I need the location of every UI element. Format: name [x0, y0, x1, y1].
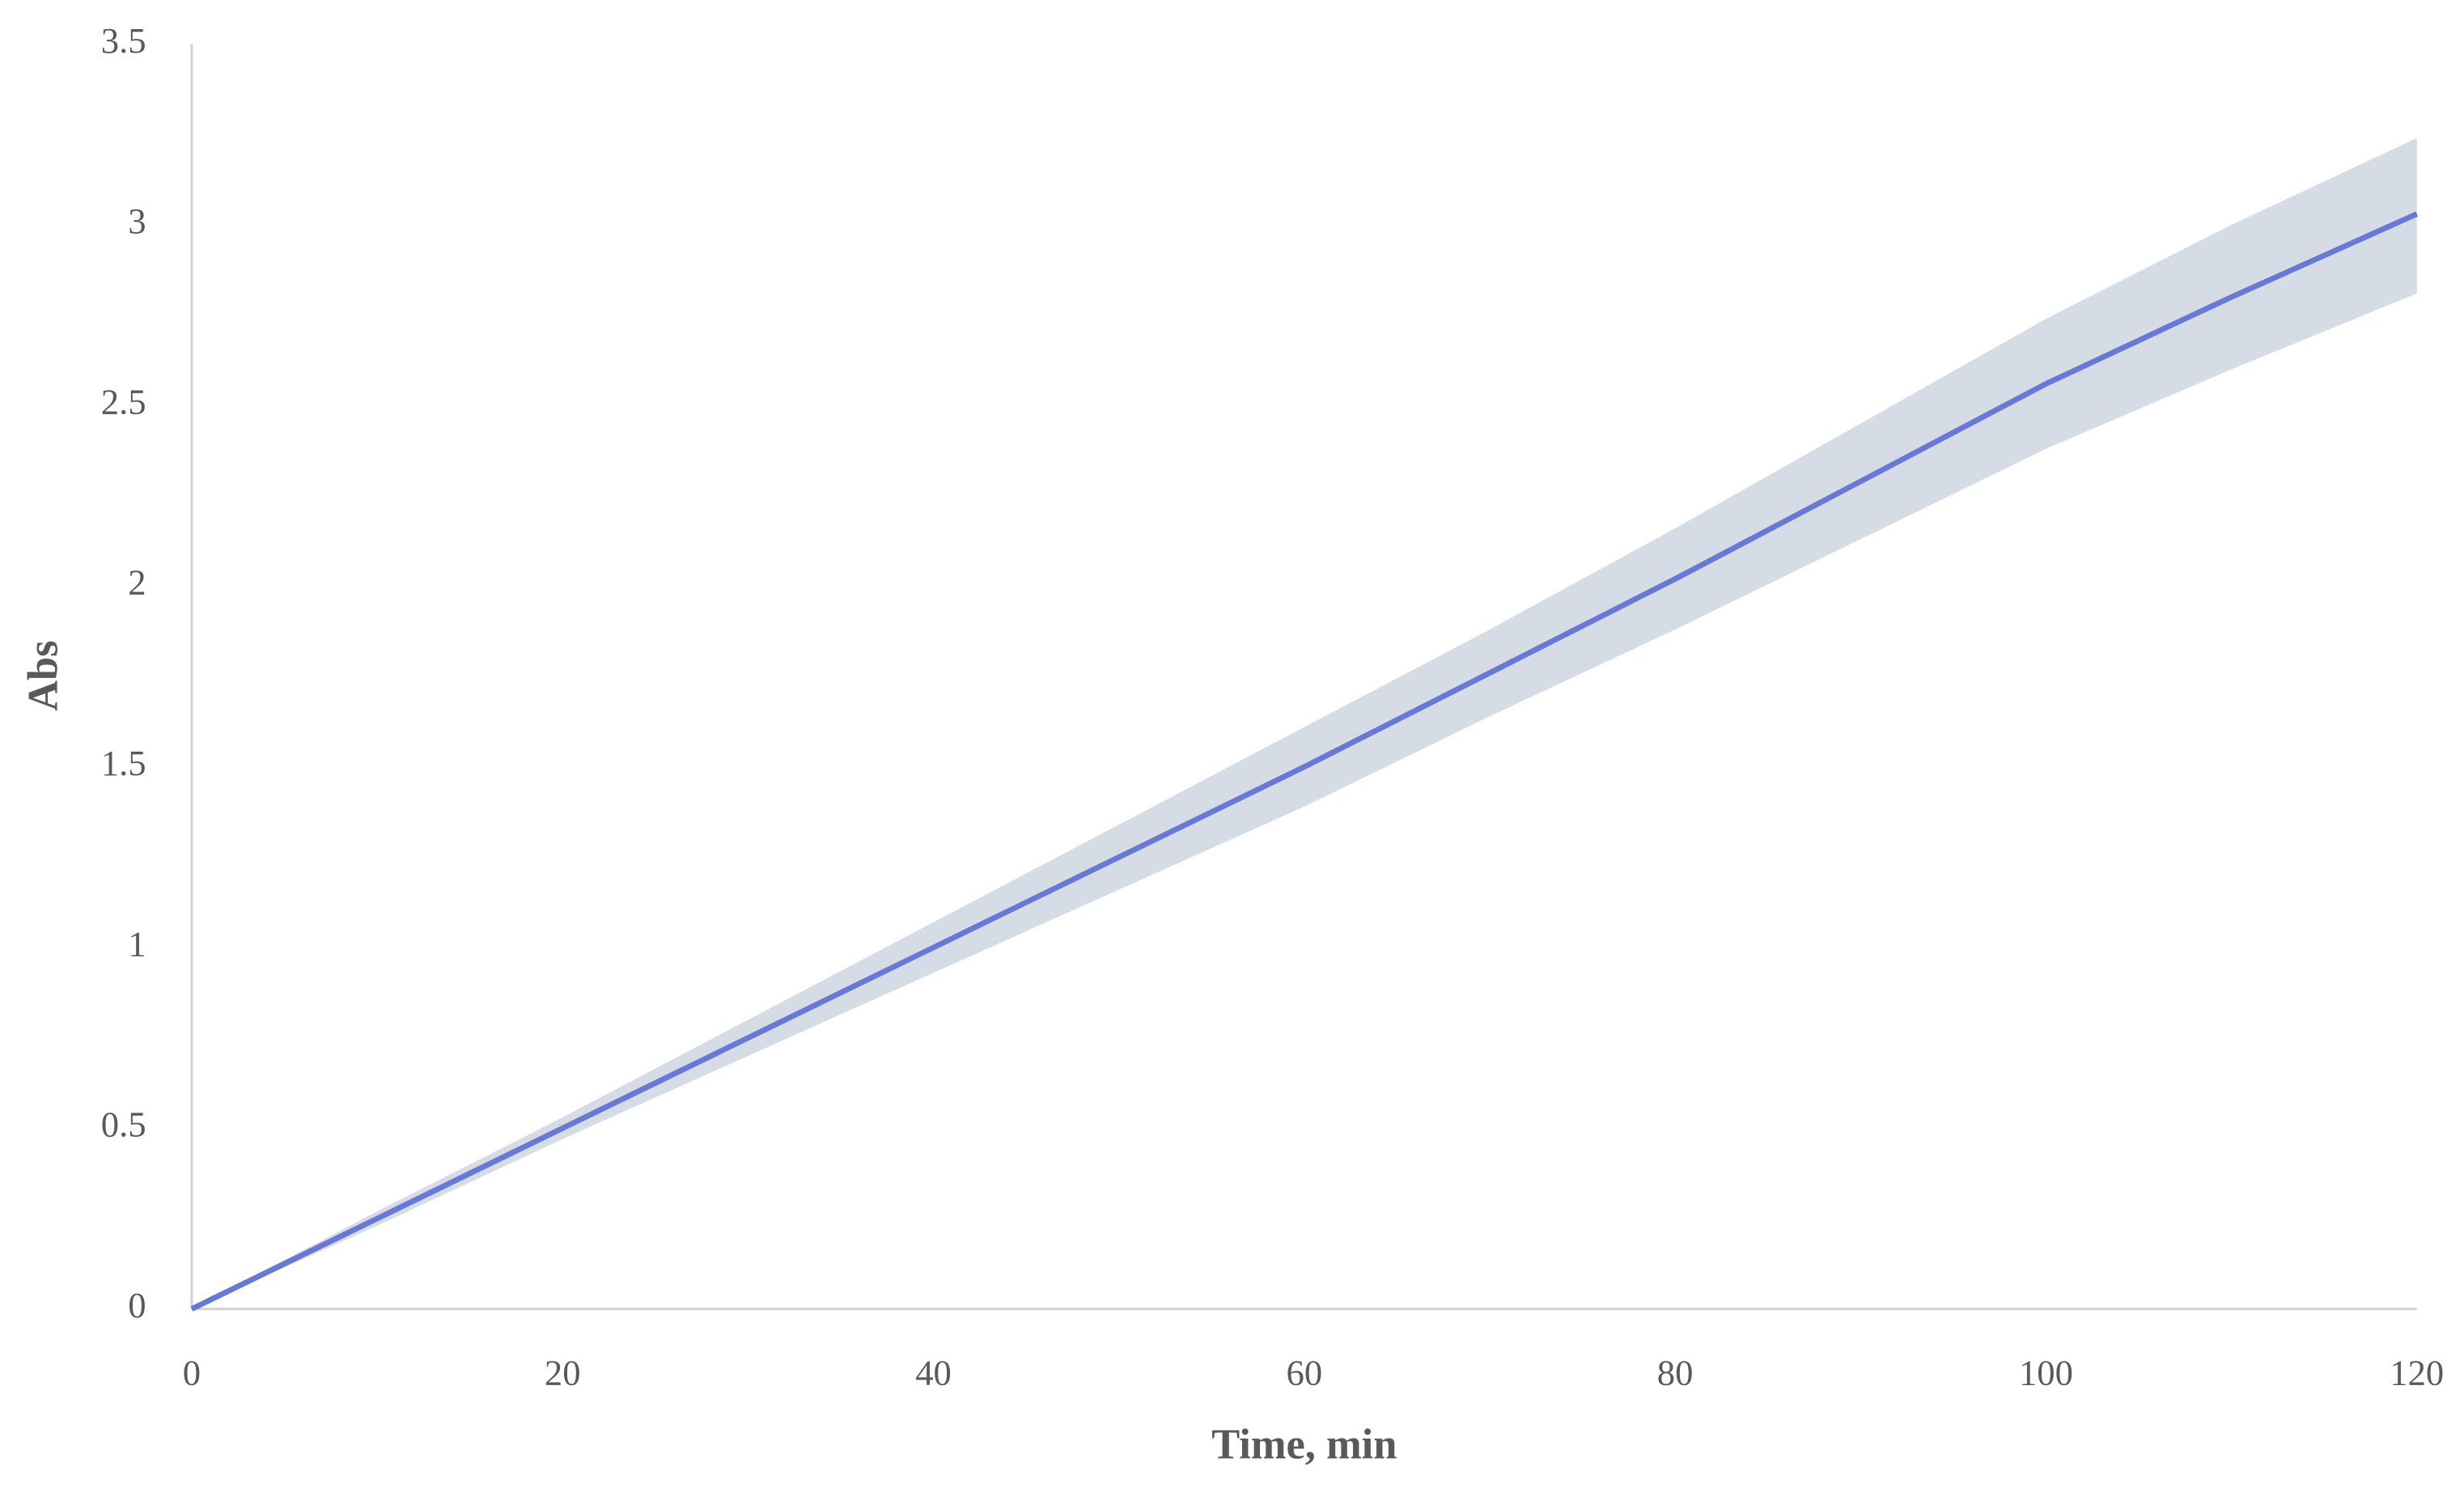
data-line: [190, 211, 2419, 1312]
x-tick-label: 120: [2390, 1353, 2444, 1393]
error-band: [191, 138, 2417, 1309]
x-tick-label: 40: [915, 1353, 952, 1393]
x-tick-label: 80: [1657, 1353, 1694, 1393]
y-tick-label: 1.5: [101, 743, 146, 783]
y-tick-label: 3.5: [101, 20, 146, 61]
y-tick-label: 3: [128, 201, 146, 241]
y-tick-label: 0.5: [101, 1104, 146, 1145]
x-tick-label: 100: [2019, 1353, 2073, 1393]
y-tick-label: 0: [128, 1285, 146, 1325]
y-axis-title: Abs: [19, 640, 66, 710]
x-tick-label: 60: [1287, 1353, 1323, 1393]
x-axis-title: Time, min: [1211, 1422, 1397, 1468]
y-tick-label: 2.5: [101, 381, 146, 422]
y-tick-label: 1: [128, 923, 146, 964]
x-tick-label: 20: [545, 1353, 581, 1393]
x-tick-label: 0: [183, 1353, 201, 1393]
y-tick-label: 2: [128, 562, 146, 603]
